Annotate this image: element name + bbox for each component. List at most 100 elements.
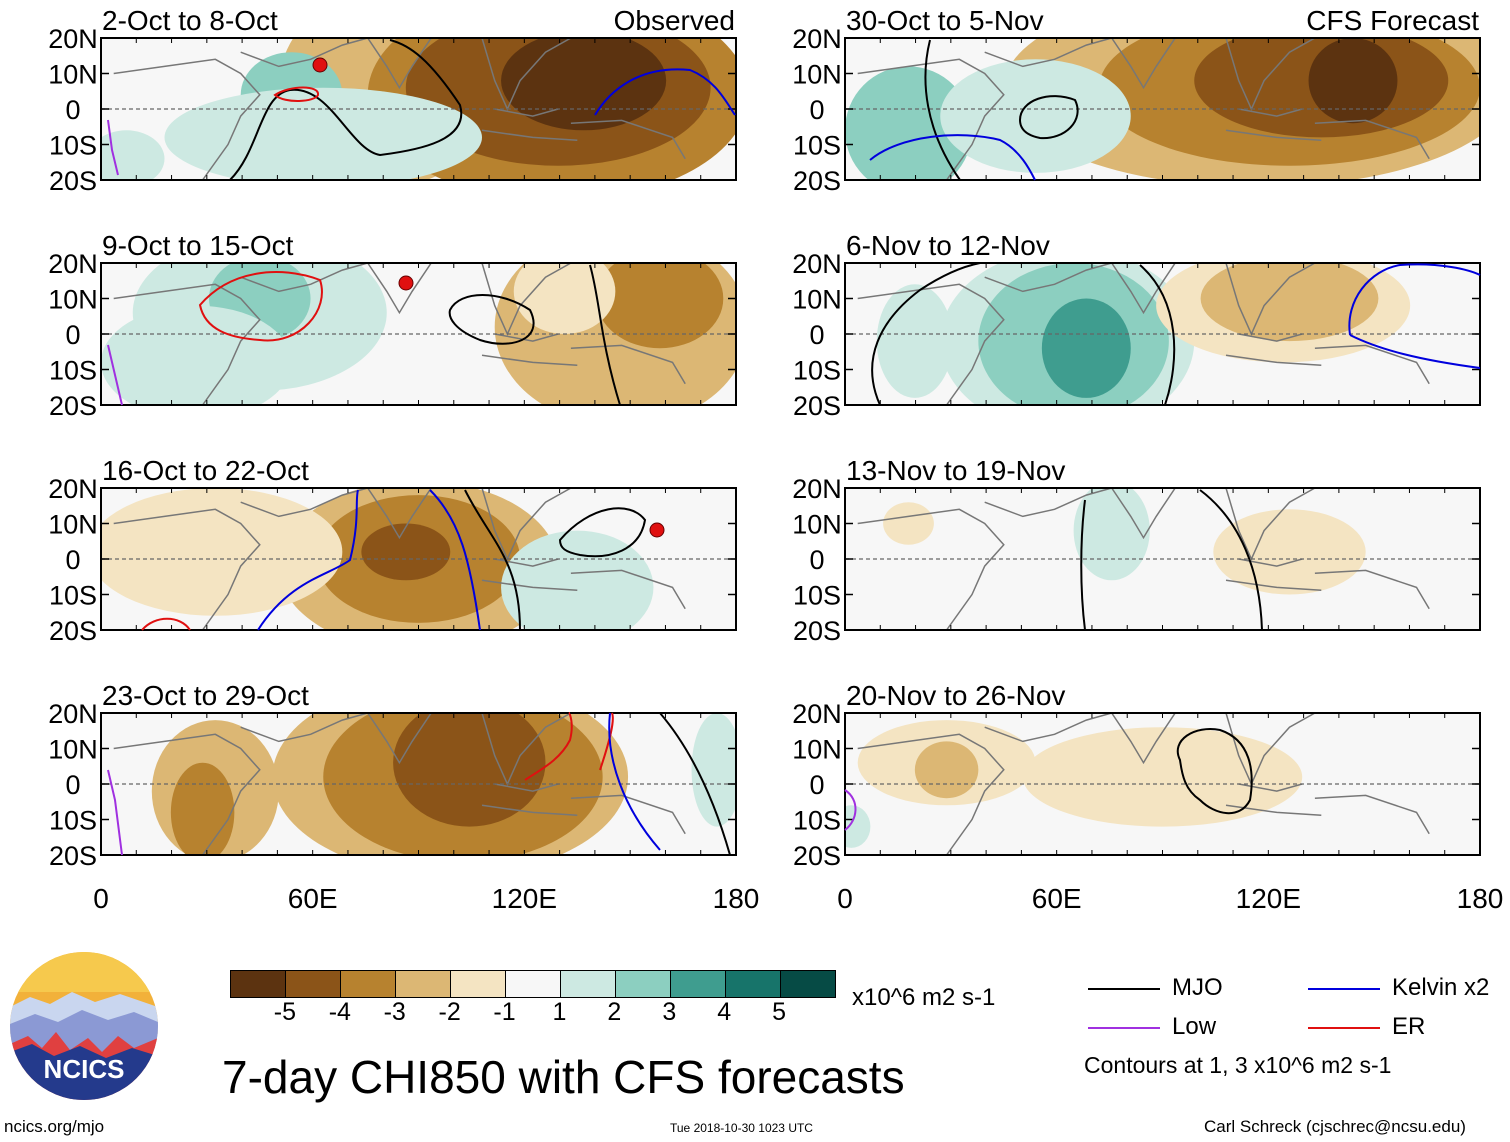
legend-line-er (1308, 1027, 1380, 1029)
coastline (240, 488, 368, 518)
contour-line (594, 68, 736, 116)
contour-line (198, 271, 323, 342)
coastline (481, 579, 578, 591)
map-panel: 20N 10N 0 10S 20S 20-Nov to 26-Nov (792, 680, 1481, 871)
anomaly-shading (101, 130, 165, 180)
lat-label: 20S (49, 166, 97, 196)
panel-date-range: 13-Nov to 19-Nov (846, 455, 1065, 486)
contour-line (429, 489, 481, 631)
anomaly-shading (1041, 298, 1131, 398)
contour-line (599, 712, 614, 771)
lat-label: 10N (48, 285, 98, 315)
panel-date-range: 6-Nov to 12-Nov (846, 230, 1050, 261)
footer-credit: Carl Schreck (cjschrec@ncsu.edu) (1204, 1117, 1466, 1136)
colorbar-tick-label: 4 (717, 998, 732, 1026)
coastline (984, 713, 1112, 743)
lat-label: 20N (792, 699, 842, 729)
legend-line-kelvin (1308, 988, 1380, 990)
coastline (984, 263, 1112, 293)
footer-url: ncics.org/mjo (4, 1117, 105, 1136)
coastline (481, 713, 572, 786)
coastline (1238, 558, 1303, 567)
coastline (1314, 344, 1430, 385)
colorbar-tick-label: -4 (328, 998, 351, 1026)
coastline (481, 354, 578, 366)
contour-line (107, 119, 119, 176)
map-panel: 20N 10N 0 10S 20S 6-Nov to 12-Nov (792, 230, 1481, 421)
coastline (481, 263, 572, 336)
lat-label: 20S (793, 166, 841, 196)
contour-line (107, 769, 123, 856)
lat-label: 0 (809, 320, 824, 350)
colorbar-tick-label: 3 (662, 998, 677, 1026)
contour-line (448, 294, 535, 345)
coastline (113, 508, 261, 630)
lat-label: 10N (48, 510, 98, 540)
lat-label: 20N (792, 249, 842, 279)
coastline (481, 488, 572, 561)
tropical-cyclone-icon (398, 275, 414, 291)
lat-label: 10N (792, 510, 842, 540)
contour-line (107, 344, 123, 406)
lat-label: 0 (65, 95, 80, 125)
anomaly-shading (691, 713, 736, 827)
anomaly-shading (845, 66, 972, 180)
coastline (570, 344, 686, 385)
contour-line (229, 39, 463, 181)
lon-label: 120E (492, 883, 557, 914)
colorbar-tick-label: 5 (772, 998, 787, 1026)
coastline (1225, 579, 1322, 591)
anomaly-shading (361, 523, 451, 581)
lat-label: 20N (48, 699, 98, 729)
coastline (984, 38, 1112, 68)
contour-line (608, 712, 661, 851)
coastline (1225, 354, 1322, 366)
colorbar-tick-label: 2 (607, 998, 622, 1026)
coastline (857, 508, 1005, 630)
colorbar-tick-label: -5 (273, 998, 297, 1026)
lat-label: 20N (792, 24, 842, 54)
coastline (494, 108, 559, 117)
colorbar-swatch (616, 971, 671, 997)
lat-label: 10S (49, 581, 97, 611)
map-panel: 20N 10N 0 10S 20S 30-Oct to 5-Nov CFS Forecast (792, 5, 1481, 196)
anomaly-shading (876, 284, 953, 398)
anomaly-shading (501, 530, 654, 630)
colorbar (230, 970, 836, 998)
coastline (494, 558, 559, 567)
coastline (240, 38, 368, 68)
lat-label: 10N (48, 735, 98, 765)
lat-label: 20N (48, 24, 98, 54)
anomaly-shading (940, 59, 1131, 173)
footer-timestamp: Tue 2018-10-30 1023 UTC (670, 1121, 813, 1135)
contour-line (659, 712, 731, 856)
lat-label: 20S (49, 616, 97, 646)
coastline (494, 333, 559, 342)
lat-label: 0 (65, 545, 80, 575)
contour-line (558, 507, 647, 558)
lat-label: 10S (793, 356, 841, 386)
legend-line-low (1088, 1027, 1160, 1029)
lat-label: 0 (65, 320, 80, 350)
coastline (240, 713, 368, 743)
contour-line (1018, 95, 1079, 140)
coastline (367, 713, 432, 765)
map-panel: 20N 10N 0 10S 20S 2-Oct to 8-Oct Observed (48, 5, 737, 196)
contour-line (1348, 263, 1481, 336)
lat-label: 20S (793, 841, 841, 871)
lat-label: 0 (809, 770, 824, 800)
contour-line (924, 39, 961, 181)
lat-label: 20S (793, 616, 841, 646)
contour-line (1349, 334, 1481, 369)
lat-label: 10S (49, 806, 97, 836)
coastline (570, 569, 686, 610)
coastline (481, 38, 572, 111)
coastline (494, 783, 559, 792)
colorbar-swatch (671, 971, 726, 997)
coastline (984, 488, 1112, 518)
lon-label: 60E (1032, 883, 1082, 914)
panel-date-range: 2-Oct to 8-Oct (102, 5, 278, 36)
coastline (857, 58, 1005, 180)
colorbar-swatch (451, 971, 506, 997)
colorbar-swatch (341, 971, 396, 997)
